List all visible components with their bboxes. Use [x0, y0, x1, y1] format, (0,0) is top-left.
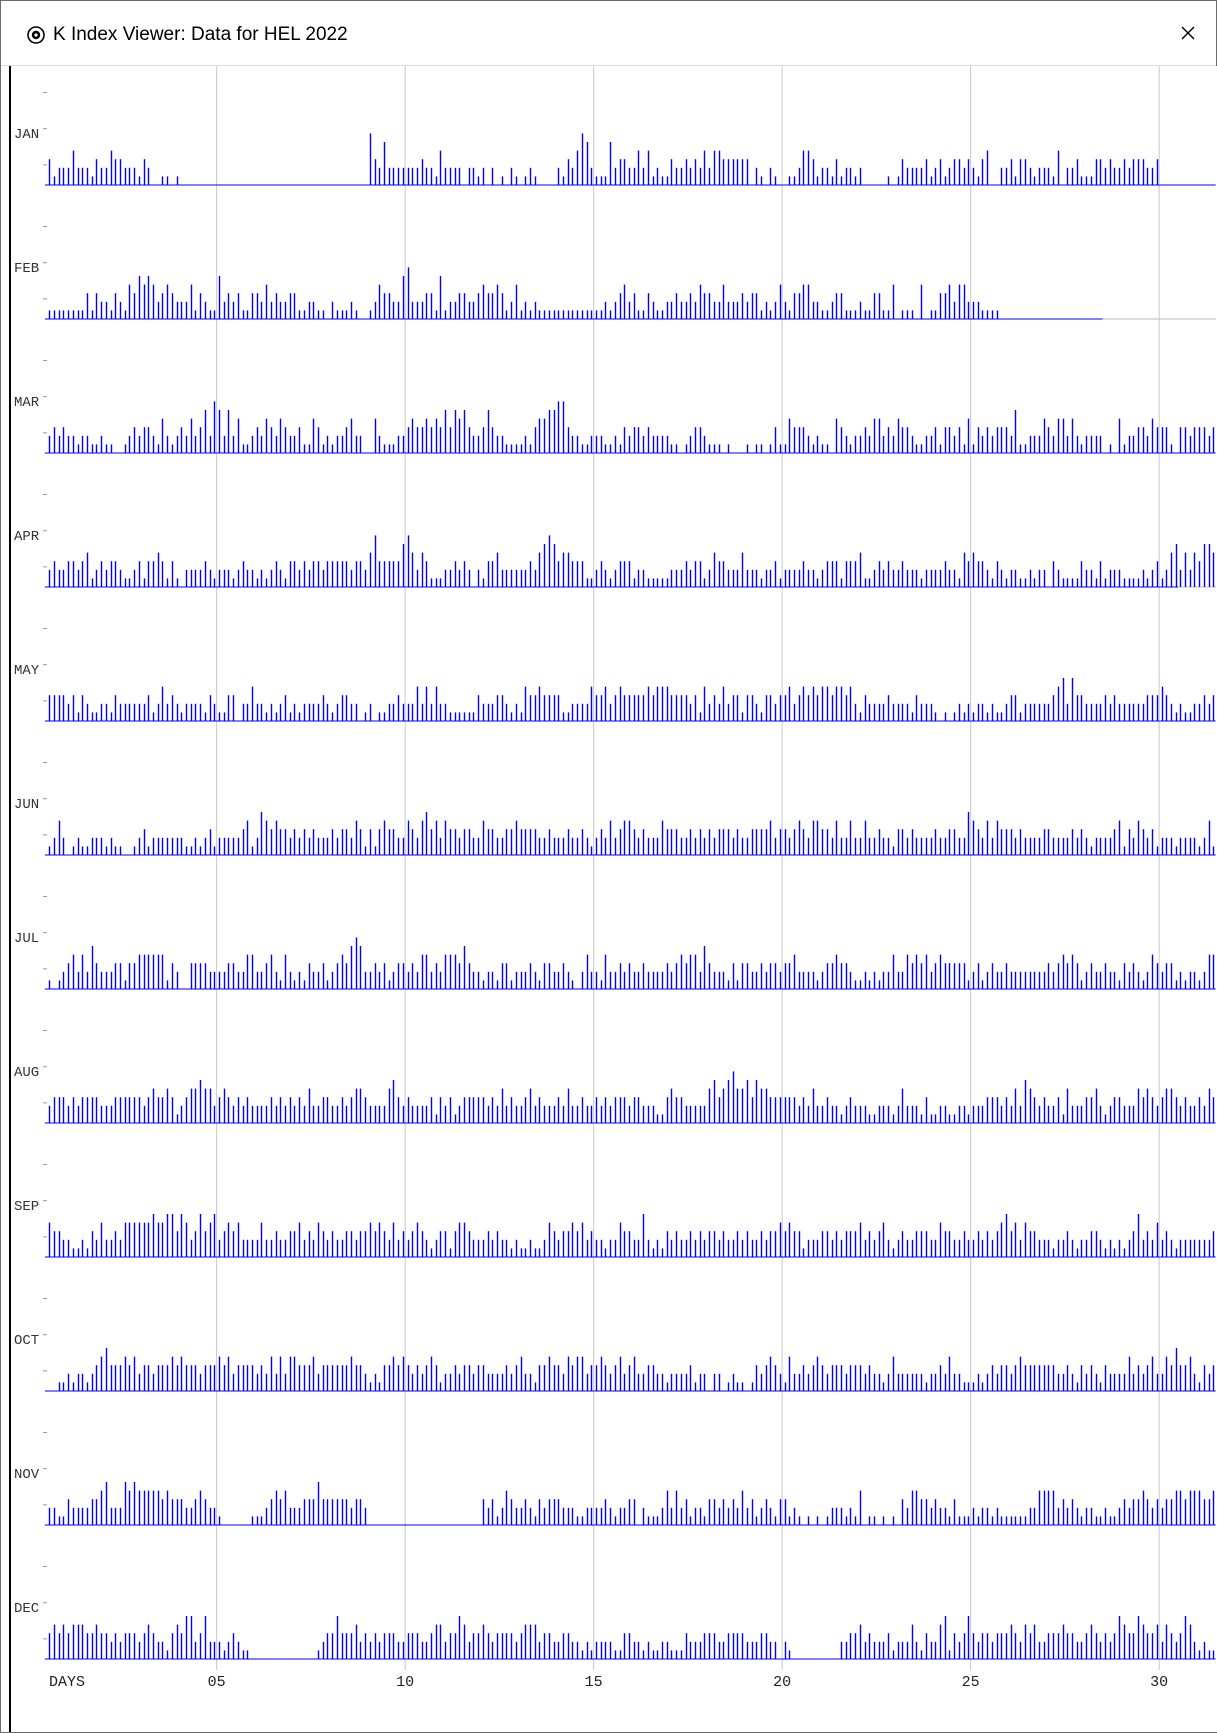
x-tick-label: 30 — [1150, 1674, 1168, 1691]
k-index-plot-area: JAN FEB MAR APR MAY JUN JUL AUG SEP OCT NOV DEC DAYS… — [9, 66, 1217, 1732]
month-label-feb: FEB — [14, 261, 39, 277]
month-label-jun: JUN — [14, 797, 39, 813]
x-tick-label: 15 — [585, 1674, 603, 1691]
month-label-dec: DEC — [14, 1601, 39, 1617]
close-icon[interactable] — [1180, 25, 1196, 41]
month-label-apr: APR — [14, 529, 40, 545]
x-tick-label: 20 — [773, 1674, 791, 1691]
viewer-app-icon — [27, 26, 45, 44]
month-label-sep: SEP — [14, 1199, 39, 1215]
month-label-mar: MAR — [14, 395, 40, 411]
month-label-jul: JUL — [14, 931, 39, 947]
x-tick-label: 25 — [962, 1674, 980, 1691]
month-label-nov: NOV — [14, 1467, 40, 1483]
x-tick-label: 10 — [396, 1674, 414, 1691]
month-label-jan: JAN — [14, 127, 39, 143]
x-tick-label: 05 — [208, 1674, 226, 1691]
month-label-aug: AUG — [14, 1065, 39, 1081]
k-index-chart: JAN FEB MAR APR MAY JUN JUL AUG SEP OCT NOV DEC DAYS… — [14, 66, 1216, 1691]
x-axis-label: DAYS — [49, 1674, 85, 1691]
month-label-oct: OCT — [14, 1333, 39, 1349]
month-label-may: MAY — [14, 663, 40, 679]
title-bar[interactable]: K Index Viewer: Data for HEL 2022 — [1, 1, 1216, 66]
window-title: K Index Viewer: Data for HEL 2022 — [53, 24, 348, 45]
close-button[interactable] — [1160, 9, 1216, 57]
